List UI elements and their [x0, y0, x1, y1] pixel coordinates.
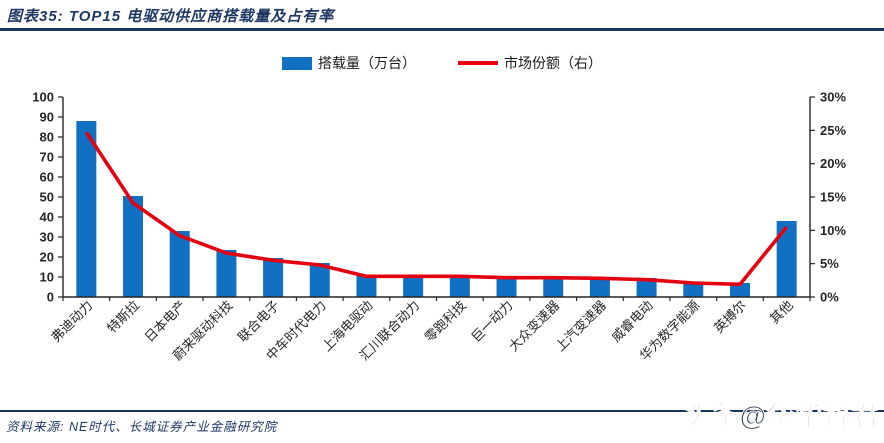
left-axis-label: 0: [47, 290, 54, 305]
x-category-label: 零跑科技: [422, 298, 469, 345]
bar-英搏尔: [729, 283, 750, 297]
bar-联合电子: [263, 258, 284, 297]
left-axis-label: 90: [40, 110, 54, 125]
x-category-label: 威睿电动: [608, 298, 655, 345]
chart-legend: 搭载量（万台） 市场份额（右）: [0, 53, 884, 73]
x-category-label: 日本电产: [141, 298, 188, 345]
left-axis-label: 10: [40, 270, 54, 285]
legend-label-share: 市场份额（右）: [504, 55, 602, 71]
legend-label-volume: 搭载量（万台）: [318, 55, 416, 71]
left-axis-label: 60: [40, 170, 54, 185]
x-category-label: 巨一动力: [468, 298, 515, 345]
bar-威睿电动: [636, 278, 657, 297]
bar-swatch-icon: [282, 56, 312, 70]
right-axis-label: 5%: [820, 256, 839, 271]
left-axis-label: 80: [40, 130, 54, 145]
top-divider: [0, 28, 884, 31]
right-axis-label: 25%: [820, 123, 846, 138]
left-axis-label: 20: [40, 250, 54, 265]
bottom-divider: [0, 410, 884, 412]
left-axis-label: 100: [32, 90, 54, 105]
right-axis-label: 15%: [820, 190, 846, 205]
source-note: 资料来源: NE时代、长城证券产业金融研究院: [6, 420, 278, 434]
bar-中车时代电力: [309, 263, 330, 297]
watermark: 头条@岱华智君: [683, 401, 879, 432]
x-category-label: 联合电子: [235, 298, 282, 345]
right-axis-label: 20%: [820, 156, 846, 171]
bar-特斯拉: [123, 196, 144, 297]
bar-弗迪动力: [76, 121, 97, 297]
bar-汇川联合动力: [403, 275, 424, 297]
figure-title: 图表35: TOP15 电驱动供应商搭载量及占有率: [7, 8, 335, 25]
right-axis-label: 30%: [820, 90, 846, 105]
right-axis-label: 0%: [820, 290, 839, 305]
x-category-label: 弗迪动力: [48, 298, 95, 345]
market-share-line: [84, 131, 789, 287]
bar-上海电驱动: [356, 275, 377, 297]
legend-item-share: 市场份额（右）: [458, 53, 602, 73]
bar-华为数字能源: [683, 282, 704, 297]
bar-日本电产: [169, 231, 190, 297]
bar-蔚来驱动科技: [216, 250, 237, 297]
bar-大众变速器: [543, 276, 564, 297]
bar-零跑科技: [449, 275, 470, 297]
left-axis-label: 50: [40, 190, 54, 205]
x-category-label: 上汽变速器: [552, 298, 609, 355]
x-category-label: 英搏尔: [711, 298, 749, 336]
bar-其他: [776, 221, 797, 297]
right-axis-label: 10%: [820, 223, 846, 238]
left-axis-label: 30: [40, 230, 54, 245]
left-axis-label: 70: [40, 150, 54, 165]
bar-上汽变速器: [589, 277, 610, 297]
x-category-label: 其他: [767, 298, 796, 327]
bar-巨一动力: [496, 276, 517, 297]
line-swatch-icon: [458, 61, 498, 65]
x-category-label: 特斯拉: [104, 298, 142, 336]
legend-item-volume: 搭载量（万台）: [282, 53, 416, 73]
left-axis-label: 40: [40, 210, 54, 225]
